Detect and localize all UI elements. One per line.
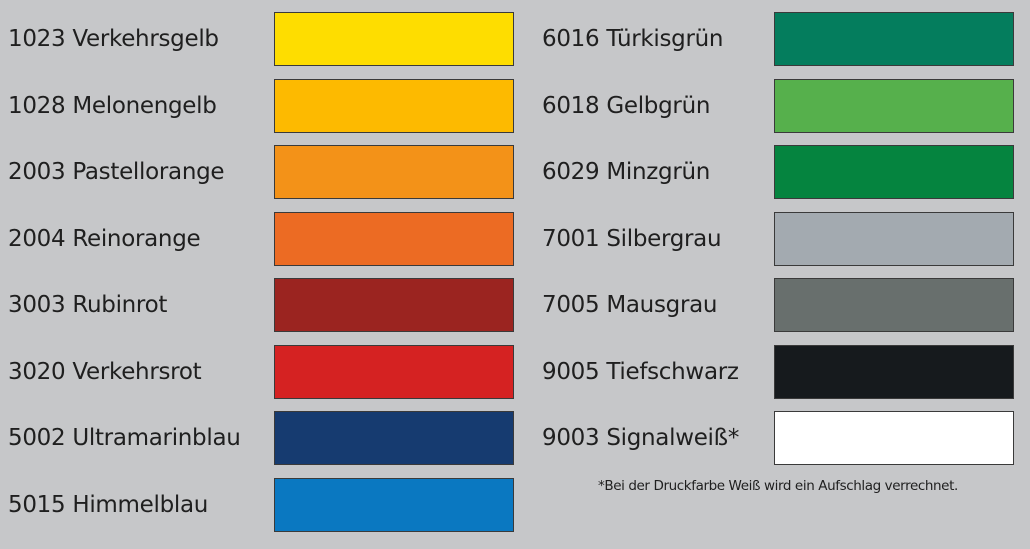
footnote: *Bei der Druckfarbe Weiß wird ein Aufsch… <box>598 478 958 494</box>
color-swatch <box>774 145 1014 199</box>
color-label: 9003 Signalweiß* <box>542 425 740 451</box>
color-label: 7001 Silbergrau <box>542 225 722 252</box>
color-swatch <box>274 477 514 532</box>
color-swatch <box>274 411 514 465</box>
color-label: 6029 Minzgrün <box>542 159 711 185</box>
color-swatch <box>774 78 1014 133</box>
color-label: 6018 Gelbgrün <box>542 92 711 119</box>
color-label: 2003 Pastellorange <box>8 159 225 185</box>
color-swatch <box>774 344 1014 399</box>
color-swatch <box>274 344 514 399</box>
color-label: 9005 Tiefschwarz <box>542 358 739 385</box>
color-label: 7005 Mausgrau <box>542 292 718 318</box>
color-swatch <box>774 211 1014 266</box>
color-swatch <box>274 211 514 266</box>
color-label: 3020 Verkehrsrot <box>8 358 202 385</box>
color-label: 1028 Melonengelb <box>8 92 217 119</box>
color-swatch <box>774 411 1014 465</box>
color-label: 3003 Rubinrot <box>8 292 168 318</box>
color-label: 1023 Verkehrsgelb <box>8 26 219 52</box>
color-swatch <box>774 12 1014 66</box>
color-label: 5002 Ultramarinblau <box>8 425 241 451</box>
color-label: 2004 Reinorange <box>8 225 201 252</box>
color-label: 5015 Himmelblau <box>8 491 209 518</box>
color-swatch <box>274 12 514 66</box>
color-swatch <box>274 145 514 199</box>
color-swatch <box>774 278 1014 332</box>
color-label: 6016 Türkisgrün <box>542 26 724 52</box>
color-swatch <box>274 78 514 133</box>
color-swatch <box>274 278 514 332</box>
